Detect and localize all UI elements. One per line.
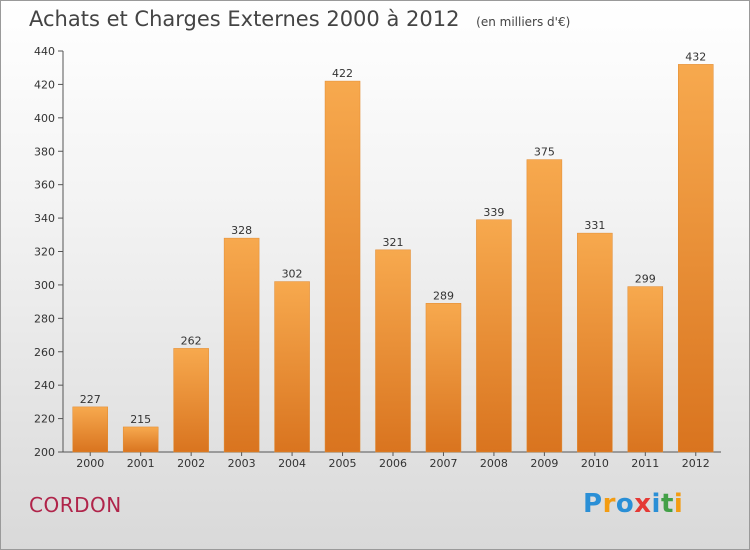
bar	[425, 303, 462, 453]
y-tick-label: 440	[34, 45, 55, 58]
bar-value-label: 302	[282, 268, 303, 281]
y-tick-label: 380	[34, 145, 55, 158]
logo-letter: r	[602, 489, 616, 519]
bar	[627, 286, 664, 453]
logo-letter: t	[660, 489, 674, 519]
bar-value-label: 328	[231, 224, 252, 237]
proxiti-logo: Proxiti	[583, 489, 683, 519]
y-tick-label: 280	[34, 312, 55, 325]
chart-labels: 227 2000 215 2001 262 2002 328 2003 302 2004 422 20…	[76, 50, 710, 470]
x-tick-label: 2002	[177, 457, 205, 470]
x-tick-label: 2007	[429, 457, 457, 470]
y-tick-label: 340	[34, 212, 55, 225]
place-name: CORDON	[29, 493, 122, 517]
bar	[476, 219, 512, 453]
x-tick-label: 2005	[329, 457, 357, 470]
y-tick-label: 360	[34, 179, 55, 192]
bar-value-label: 432	[685, 50, 706, 63]
bar-value-label: 262	[181, 334, 202, 347]
bar	[324, 80, 361, 453]
bar-value-label: 289	[433, 289, 454, 302]
bar-value-label: 331	[584, 219, 605, 232]
x-tick-label: 2004	[278, 457, 306, 470]
chart-unit: (en milliers d'€)	[476, 15, 571, 29]
bar-value-label: 339	[483, 206, 504, 219]
bar	[223, 237, 260, 453]
x-tick-label: 2003	[228, 457, 256, 470]
y-tick-label: 300	[34, 279, 55, 292]
chart-axes: 200 220 240 260 280 300 320 340 360 380 400 420 440	[34, 45, 721, 459]
bar-value-label: 422	[332, 67, 353, 80]
bar	[678, 64, 714, 453]
bar	[72, 406, 108, 453]
x-tick-label: 2012	[682, 457, 710, 470]
x-tick-label: 2010	[581, 457, 609, 470]
y-tick-label: 320	[34, 246, 55, 259]
y-tick-label: 420	[34, 78, 55, 91]
logo-letter: o	[615, 489, 635, 519]
x-tick-label: 2011	[631, 457, 659, 470]
bar-value-label: 299	[635, 273, 656, 286]
bar	[274, 281, 310, 453]
logo-letter: P	[583, 489, 603, 519]
x-tick-label: 2000	[76, 457, 104, 470]
x-tick-label: 2006	[379, 457, 407, 470]
bar	[526, 159, 563, 453]
y-tick-label: 220	[34, 413, 55, 426]
y-tick-label: 240	[34, 379, 55, 392]
x-tick-label: 2001	[127, 457, 155, 470]
logo-letter: i	[673, 489, 684, 519]
x-tick-label: 2008	[480, 457, 508, 470]
bar	[375, 249, 411, 453]
bar	[577, 232, 613, 453]
bar-value-label: 227	[80, 393, 101, 406]
logo-letter: x	[634, 489, 652, 519]
chart-title: Achats et Charges Externes 2000 à 2012 (…	[29, 7, 570, 31]
chart-title-text: Achats et Charges Externes 2000 à 2012	[29, 7, 460, 31]
bar	[173, 348, 209, 453]
y-tick-label: 200	[34, 446, 55, 459]
y-tick-label: 400	[34, 112, 55, 125]
x-tick-label: 2009	[530, 457, 558, 470]
chart-bars	[72, 64, 714, 453]
bar-value-label: 215	[130, 413, 151, 426]
bar	[122, 426, 159, 453]
logo-letter: i	[651, 489, 661, 519]
bar-value-label: 375	[534, 146, 555, 159]
bar-value-label: 321	[383, 236, 404, 249]
y-tick-label: 260	[34, 346, 55, 359]
